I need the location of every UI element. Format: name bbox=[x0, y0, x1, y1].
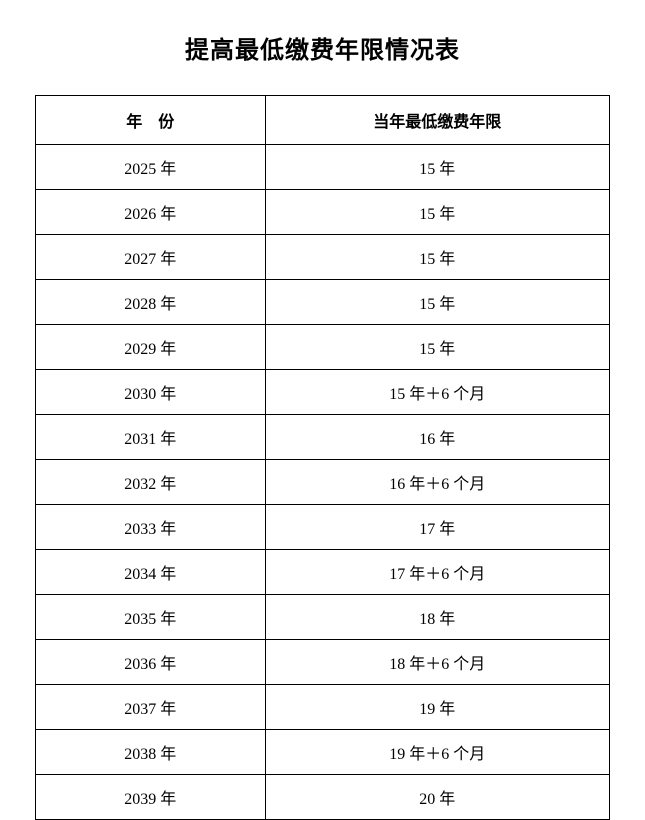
document-title: 提高最低缴费年限情况表 bbox=[35, 30, 610, 65]
cell-min-years: 17 年 bbox=[265, 505, 609, 550]
table-row: 2029 年 15 年 bbox=[36, 325, 610, 370]
table-row: 2026 年 15 年 bbox=[36, 190, 610, 235]
table-row: 2039 年 20 年 bbox=[36, 775, 610, 820]
cell-year: 2035 年 bbox=[36, 595, 266, 640]
cell-year: 2038 年 bbox=[36, 730, 266, 775]
table-row: 2034 年 17 年＋6 个月 bbox=[36, 550, 610, 595]
cell-year: 2032 年 bbox=[36, 460, 266, 505]
table-row: 2031 年 16 年 bbox=[36, 415, 610, 460]
cell-year: 2036 年 bbox=[36, 640, 266, 685]
cell-year: 2027 年 bbox=[36, 235, 266, 280]
cell-year: 2028 年 bbox=[36, 280, 266, 325]
cell-min-years: 17 年＋6 个月 bbox=[265, 550, 609, 595]
cell-year: 2029 年 bbox=[36, 325, 266, 370]
cell-min-years: 16 年＋6 个月 bbox=[265, 460, 609, 505]
table-row: 2027 年 15 年 bbox=[36, 235, 610, 280]
cell-min-years: 19 年＋6 个月 bbox=[265, 730, 609, 775]
column-header-year: 年 份 bbox=[36, 96, 266, 145]
cell-min-years: 19 年 bbox=[265, 685, 609, 730]
cell-min-years: 18 年＋6 个月 bbox=[265, 640, 609, 685]
column-header-min-years: 当年最低缴费年限 bbox=[265, 96, 609, 145]
cell-min-years: 15 年 bbox=[265, 145, 609, 190]
table-header-row: 年 份 当年最低缴费年限 bbox=[36, 96, 610, 145]
cell-year: 2039 年 bbox=[36, 775, 266, 820]
table-row: 2028 年 15 年 bbox=[36, 280, 610, 325]
cell-min-years: 15 年 bbox=[265, 280, 609, 325]
cell-min-years: 15 年 bbox=[265, 235, 609, 280]
cell-year: 2037 年 bbox=[36, 685, 266, 730]
cell-min-years: 18 年 bbox=[265, 595, 609, 640]
table-row: 2037 年 19 年 bbox=[36, 685, 610, 730]
cell-year: 2025 年 bbox=[36, 145, 266, 190]
table-row: 2032 年 16 年＋6 个月 bbox=[36, 460, 610, 505]
cell-year: 2026 年 bbox=[36, 190, 266, 235]
table-row: 2038 年 19 年＋6 个月 bbox=[36, 730, 610, 775]
contribution-years-table: 年 份 当年最低缴费年限 2025 年 15 年 2026 年 15 年 202… bbox=[35, 95, 610, 820]
table-row: 2036 年 18 年＋6 个月 bbox=[36, 640, 610, 685]
cell-min-years: 20 年 bbox=[265, 775, 609, 820]
cell-year: 2033 年 bbox=[36, 505, 266, 550]
cell-min-years: 15 年＋6 个月 bbox=[265, 370, 609, 415]
cell-year: 2034 年 bbox=[36, 550, 266, 595]
cell-year: 2030 年 bbox=[36, 370, 266, 415]
table-row: 2035 年 18 年 bbox=[36, 595, 610, 640]
cell-min-years: 16 年 bbox=[265, 415, 609, 460]
table-row: 2030 年 15 年＋6 个月 bbox=[36, 370, 610, 415]
cell-min-years: 15 年 bbox=[265, 325, 609, 370]
table-row: 2025 年 15 年 bbox=[36, 145, 610, 190]
cell-year: 2031 年 bbox=[36, 415, 266, 460]
table-row: 2033 年 17 年 bbox=[36, 505, 610, 550]
cell-min-years: 15 年 bbox=[265, 190, 609, 235]
table-body: 2025 年 15 年 2026 年 15 年 2027 年 15 年 2028… bbox=[36, 145, 610, 820]
